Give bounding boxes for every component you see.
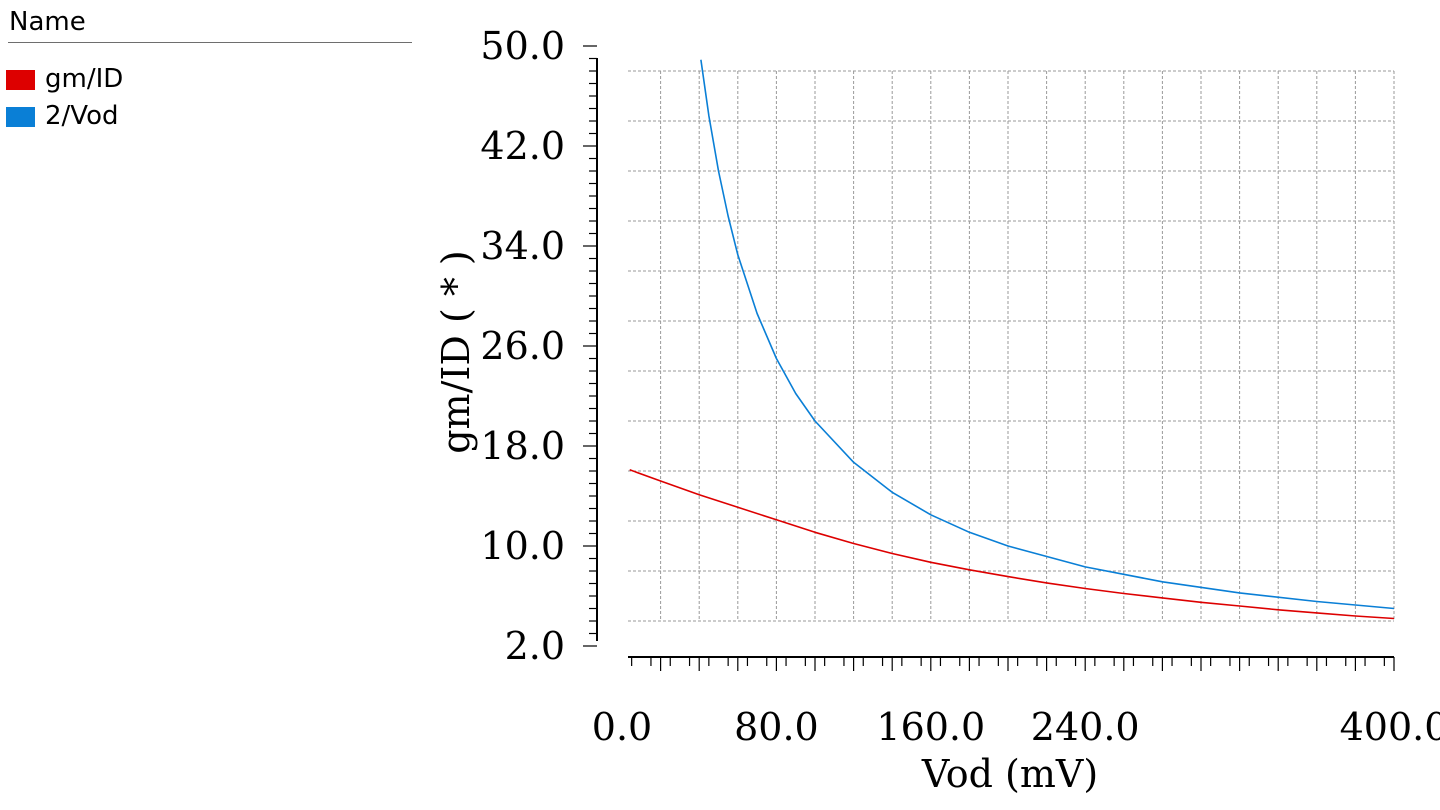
- series-line-2-vod: [700, 59, 1395, 610]
- y-tick-label: 34.0: [480, 224, 565, 268]
- x-tick-label: 160.0: [876, 705, 985, 749]
- y-tick-label: 42.0: [480, 124, 565, 168]
- grid-lines: [628, 70, 1395, 622]
- x-tick-label: 400.0: [1340, 705, 1440, 749]
- y-tick-label: 50.0: [480, 24, 565, 68]
- y-axis: 2.0 10.0 18.0 26.0 34.0 42.0 50.0: [480, 24, 598, 668]
- y-axis-title: gm/ID ( * ): [434, 250, 478, 454]
- series-layer: [629, 59, 1395, 620]
- legend-divider: [8, 42, 412, 43]
- y-tick-label: 2.0: [505, 624, 565, 668]
- y-tick-label: 18.0: [480, 424, 565, 468]
- x-axis: 0.0 80.0 160.0 240.0 400.0: [592, 656, 1440, 749]
- x-tick-label: 80.0: [734, 705, 819, 749]
- series-line-gm-id: [629, 469, 1395, 620]
- legend-label: gm/ID: [45, 64, 124, 94]
- legend-swatch: [6, 70, 35, 90]
- legend-swatch: [6, 107, 35, 127]
- y-tick-label: 10.0: [480, 524, 565, 568]
- legend-label: 2/Vod: [45, 101, 119, 131]
- legend-header: Name: [9, 7, 86, 37]
- y-tick-label: 26.0: [480, 324, 565, 368]
- x-tick-label: 240.0: [1031, 705, 1140, 749]
- x-tick-label: 0.0: [592, 705, 652, 749]
- x-axis-title: Vod (mV): [921, 752, 1098, 796]
